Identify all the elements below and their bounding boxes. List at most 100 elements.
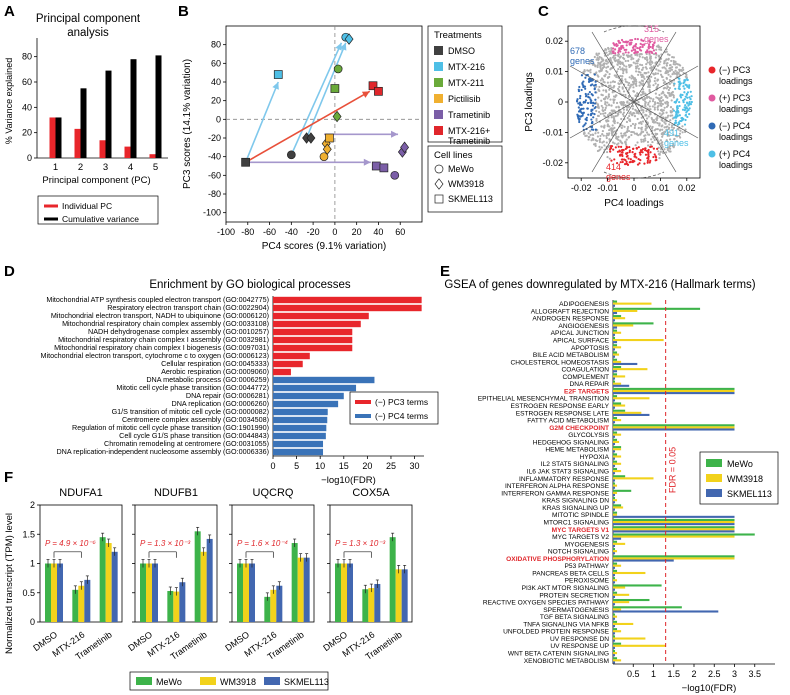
hallmark-term-label: COMPLEMENT [562, 374, 609, 381]
gene-point [678, 132, 682, 135]
gene-point [609, 150, 612, 153]
gene-point [652, 155, 655, 159]
gene-point [683, 98, 686, 101]
gene-point [624, 134, 627, 137]
gene-point [620, 77, 623, 80]
gene-point [684, 128, 687, 131]
panel-a-pca-variance: Principal component analysis 0 20 40 60 80 % Va… [4, 13, 168, 225]
gene-point [611, 91, 614, 94]
x-tick-label: -80 [241, 227, 254, 237]
gene-point [660, 96, 663, 99]
gene-point [658, 124, 661, 127]
gene-title: UQCRQ [253, 487, 294, 499]
gene-point [674, 134, 677, 137]
gene-point [592, 128, 595, 131]
gene-point [612, 109, 616, 112]
gene-point [640, 131, 643, 134]
gene-point [616, 121, 619, 124]
gsea-bar-skmel113 [613, 632, 616, 635]
gene-point [654, 82, 657, 85]
gene-point [593, 55, 596, 59]
hallmark-term-label: E2F TARGETS [564, 388, 610, 395]
hallmark-term-label: MITOTIC SPINDLE [552, 512, 610, 519]
gsea-bar-skmel113 [613, 443, 616, 446]
legend-swatch [434, 110, 443, 119]
gene-point [590, 118, 593, 121]
gene-point [589, 71, 592, 74]
gene-point [607, 84, 610, 87]
y-tick-label: 0 [216, 114, 221, 124]
gene-point [606, 53, 609, 57]
trajectory-arrow [244, 81, 280, 163]
gene-title: NDUFA1 [59, 487, 102, 499]
gene-point [614, 146, 617, 149]
gene-point [630, 49, 633, 52]
x-tick-label: 60 [395, 227, 405, 237]
gsea-bar-skmel113 [613, 450, 616, 453]
gene-point [623, 125, 626, 128]
gene-point [620, 117, 623, 121]
gene-point [658, 100, 662, 103]
gene-point [660, 92, 663, 95]
gsea-bar-skmel113 [613, 355, 616, 358]
gene-point [628, 161, 631, 164]
gene-point [598, 55, 601, 59]
gene-point [608, 75, 611, 78]
gsea-bar-wm3918 [613, 397, 650, 400]
gsea-bar-mewo [613, 606, 682, 609]
gene-point [665, 50, 668, 53]
hallmark-term-label: TGF BETA SIGNALING [540, 614, 609, 621]
gene-point [607, 95, 610, 98]
gene-point [678, 114, 681, 117]
go-term-bar [273, 448, 324, 456]
gene-point [686, 91, 690, 94]
gene-point [661, 90, 665, 93]
gene-title: NDUFB1 [154, 487, 198, 499]
gene-point [672, 56, 675, 59]
x-tick-label: 5 [153, 162, 158, 173]
gene-point [670, 59, 673, 63]
gene-point [654, 156, 658, 159]
gene-point [663, 86, 667, 89]
legend-swatch [434, 126, 443, 135]
gene-point [612, 148, 615, 151]
gene-point [674, 87, 677, 90]
y-tick-label: 1.5 [22, 529, 35, 539]
go-term-label: Mitochondrial electron transport, cytoch… [40, 351, 269, 360]
hallmark-term-label: FATTY ACID METABOLISM [527, 418, 609, 425]
gene-point [599, 137, 602, 140]
gene-point [594, 80, 597, 83]
gene-point [654, 77, 657, 80]
legend-label: (−) PC4 terms [375, 411, 428, 421]
legend-label-line: MTX-216+ [448, 126, 490, 136]
gene-point [603, 114, 606, 117]
gene-point [647, 148, 650, 152]
gene-point [580, 74, 584, 77]
gene-point [646, 61, 649, 64]
gene-point [625, 152, 628, 155]
gsea-bar-mewo [613, 620, 618, 623]
gene-point [628, 65, 631, 69]
gene-point [686, 115, 689, 119]
gene-point [639, 159, 642, 162]
gene-point [659, 104, 662, 107]
gene-point [606, 114, 610, 117]
bar-cumulative-variance [155, 55, 162, 158]
gene-point [688, 103, 691, 106]
gene-point [662, 109, 665, 112]
gene-point [686, 109, 689, 113]
sample-point [330, 84, 340, 93]
go-term-label: Mitochondrial electron transport, NADH t… [51, 311, 269, 320]
gene-point [605, 141, 608, 144]
gene-point [635, 156, 638, 159]
gene-point [644, 102, 647, 106]
gene-point [667, 146, 670, 149]
x-tick-label: 20 [362, 461, 372, 471]
gene-point [622, 40, 625, 43]
panel-letter-f: F [4, 469, 13, 486]
gene-point [643, 56, 647, 60]
gene-point [642, 140, 645, 143]
gene-point [650, 138, 653, 141]
